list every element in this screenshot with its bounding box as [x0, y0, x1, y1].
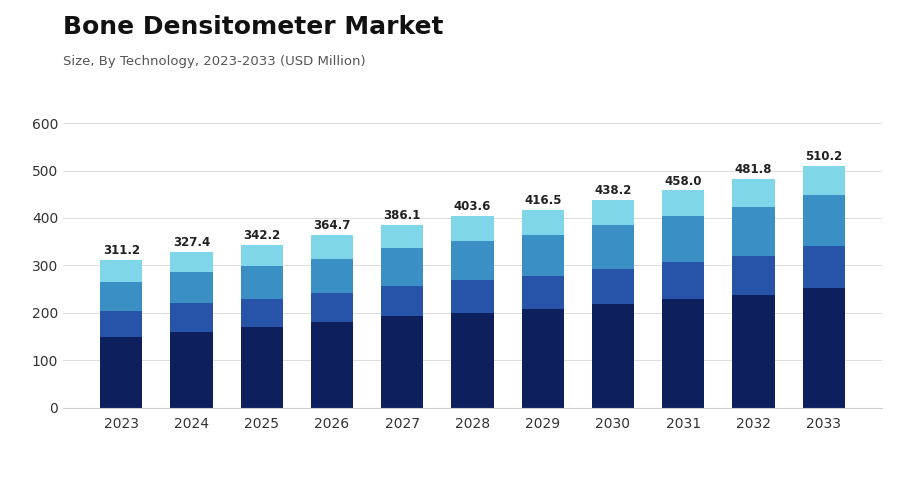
Bar: [382, 248, 423, 286]
Bar: [100, 282, 142, 311]
Bar: [170, 252, 212, 272]
Text: 510.2M: 510.2M: [522, 447, 638, 475]
Bar: [452, 280, 493, 313]
Bar: [100, 311, 142, 337]
Text: 416.5: 416.5: [524, 194, 562, 207]
Text: 342.2: 342.2: [243, 230, 281, 243]
Bar: [310, 235, 353, 258]
Bar: [170, 303, 212, 331]
Bar: [803, 195, 845, 247]
Bar: [733, 179, 775, 207]
Text: MarketResearch: MarketResearch: [738, 449, 852, 462]
Text: 438.2: 438.2: [594, 184, 632, 197]
Bar: [662, 300, 705, 408]
Text: Size, By Technology, 2023-2033 (USD Million): Size, By Technology, 2023-2033 (USD Mill…: [63, 55, 365, 68]
Bar: [240, 246, 283, 266]
Bar: [382, 225, 423, 248]
Bar: [310, 293, 353, 322]
Text: 481.8: 481.8: [734, 164, 772, 176]
Text: The Market will Grow
At the CAGR of: The Market will Grow At the CAGR of: [27, 443, 158, 474]
Bar: [733, 207, 775, 256]
Bar: [662, 262, 705, 300]
Bar: [733, 295, 775, 408]
Bar: [240, 299, 283, 327]
Text: 403.6: 403.6: [454, 200, 491, 213]
Bar: [382, 286, 423, 316]
Bar: [592, 304, 634, 408]
Text: WIDE RANGE OF GLOBAL MARKET REPORTS: WIDE RANGE OF GLOBAL MARKET REPORTS: [738, 472, 900, 481]
Bar: [100, 337, 142, 408]
Bar: [733, 256, 775, 295]
Text: 458.0: 458.0: [664, 174, 702, 187]
Text: ✓: ✓: [711, 452, 730, 472]
Bar: [803, 288, 845, 408]
Bar: [592, 225, 634, 269]
Bar: [382, 316, 423, 408]
Bar: [452, 241, 493, 280]
Text: 327.4: 327.4: [173, 237, 211, 249]
Text: 510.2: 510.2: [806, 150, 842, 163]
Text: 386.1: 386.1: [383, 209, 421, 222]
Bar: [592, 269, 634, 304]
Bar: [240, 327, 283, 408]
Text: The forecasted market
size for 2033 in USD: The forecasted market size for 2033 in U…: [324, 443, 466, 474]
Bar: [592, 200, 634, 225]
Bar: [662, 190, 705, 216]
Text: 311.2: 311.2: [103, 244, 140, 257]
Bar: [170, 331, 212, 408]
Bar: [522, 310, 563, 408]
Bar: [100, 260, 142, 282]
Bar: [240, 266, 283, 299]
Bar: [310, 258, 353, 293]
Text: 364.7: 364.7: [313, 219, 351, 232]
Bar: [522, 210, 563, 235]
Bar: [452, 216, 493, 241]
Bar: [522, 276, 563, 310]
Bar: [803, 247, 845, 288]
Bar: [803, 166, 845, 195]
Text: Bone Densitometer Market: Bone Densitometer Market: [63, 15, 444, 39]
Bar: [310, 322, 353, 408]
Bar: [452, 313, 493, 408]
Bar: [662, 216, 705, 262]
Bar: [522, 235, 563, 276]
Bar: [170, 272, 212, 303]
Text: 5.2%: 5.2%: [198, 447, 275, 475]
